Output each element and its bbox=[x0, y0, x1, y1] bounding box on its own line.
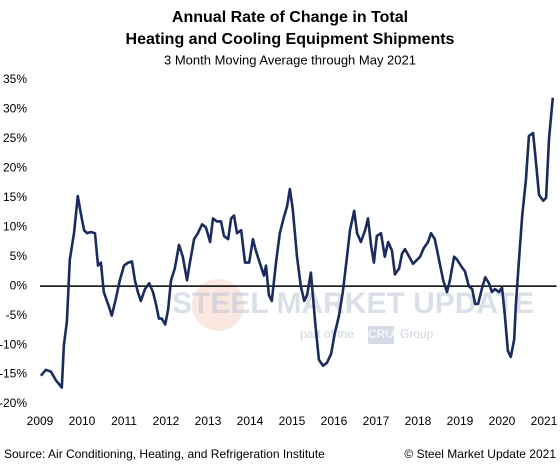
chart-subtitle: 3 Month Moving Average through May 2021 bbox=[164, 52, 416, 67]
x-tick-label: 2020 bbox=[489, 414, 516, 428]
x-tick-label: 2014 bbox=[237, 414, 264, 428]
x-tick-label: 2018 bbox=[405, 414, 432, 428]
watermark: Group bbox=[400, 327, 434, 341]
watermark: CRU bbox=[368, 327, 394, 341]
x-tick-label: 2016 bbox=[321, 414, 348, 428]
x-tick-label: 2019 bbox=[447, 414, 474, 428]
x-tick-label: 2012 bbox=[153, 414, 180, 428]
y-tick-label: -5% bbox=[6, 308, 28, 322]
watermark-badge bbox=[368, 326, 394, 344]
chart-title: Annual Rate of Change in Total bbox=[172, 9, 408, 26]
copyright: © Steel Market Update 2021 bbox=[404, 447, 556, 461]
y-tick-label: 25% bbox=[3, 131, 27, 145]
x-tick-label: 2011 bbox=[111, 414, 137, 428]
y-tick-label: 10% bbox=[3, 219, 27, 233]
watermark: part of the bbox=[300, 327, 354, 341]
source: Source: Air Conditioning, Heating, and R… bbox=[4, 447, 325, 461]
y-tick-label: 30% bbox=[3, 102, 27, 116]
y-tick-label: -15% bbox=[0, 367, 27, 381]
watermark-logo bbox=[192, 279, 244, 331]
y-tick-label: 20% bbox=[3, 161, 27, 175]
x-tick-label: 2015 bbox=[279, 414, 306, 428]
y-tick-label: 15% bbox=[3, 190, 27, 204]
y-tick-label: 35% bbox=[3, 72, 27, 86]
y-tick-label: 5% bbox=[10, 249, 28, 263]
x-tick-label: 2010 bbox=[69, 414, 96, 428]
data-line bbox=[39, 97, 555, 389]
y-tick-label: -10% bbox=[0, 337, 27, 351]
x-tick-label: 2013 bbox=[195, 414, 222, 428]
x-tick-label: 2009 bbox=[27, 414, 54, 428]
x-tick-label: 2021 bbox=[531, 414, 558, 428]
chart-title: Heating and Cooling Equipment Shipments bbox=[126, 31, 455, 48]
y-tick-label: 0% bbox=[10, 278, 28, 292]
x-tick-label: 2017 bbox=[363, 414, 390, 428]
y-tick-label: -20% bbox=[0, 396, 27, 410]
